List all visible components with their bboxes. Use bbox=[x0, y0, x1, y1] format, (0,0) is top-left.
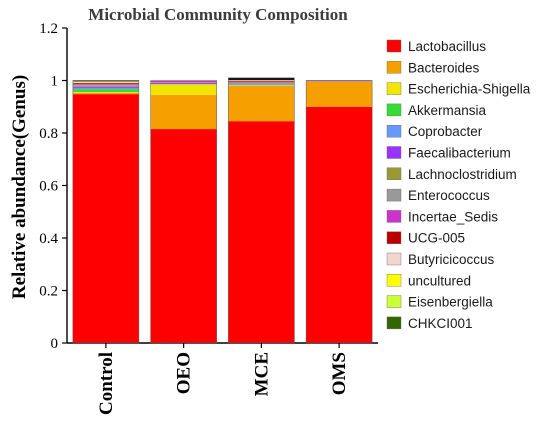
bar-segment-faecalibacterium-control bbox=[73, 87, 139, 88]
legend-swatch bbox=[387, 40, 401, 52]
legend-label: Enterococcus bbox=[408, 188, 490, 203]
bar-segment-coprobacter-control bbox=[73, 88, 139, 90]
legend-label: Coprobacter bbox=[408, 124, 483, 139]
legend-label: Akkermansia bbox=[408, 103, 487, 118]
bar-segment-bacteroides-control bbox=[73, 93, 139, 94]
y-axis-label: Relative abundance(Genus) bbox=[9, 75, 30, 299]
bar-segment-faecalibacterium-mce bbox=[228, 84, 294, 85]
legend-label: CHKCI001 bbox=[408, 316, 473, 331]
bar-segment-escherichia-shigella-control bbox=[73, 92, 139, 93]
legend-swatch bbox=[387, 253, 401, 265]
legend-swatch bbox=[387, 274, 401, 286]
legend-label: Lachnoclostridium bbox=[408, 167, 517, 182]
legend-label: Eisenbergiella bbox=[408, 295, 493, 310]
y-tick-label: 1 bbox=[51, 74, 59, 90]
legend-label: Lactobacillus bbox=[408, 39, 486, 54]
y-tick-label: 0.6 bbox=[39, 179, 58, 195]
y-tick-label: 0.8 bbox=[39, 126, 58, 142]
plot-area: 0 0.2 0.4 0.6 0.8 1 1.2 Control OEO MCE OMS bbox=[39, 21, 378, 415]
bar-segment-coprobacter-mce bbox=[228, 84, 294, 85]
bar-segment-lachnoclostridium-mce bbox=[228, 83, 294, 84]
bar-segment-other-mce bbox=[228, 78, 294, 80]
legend-swatch bbox=[387, 189, 401, 201]
legend-label: Butyricicoccus bbox=[408, 252, 495, 267]
legend-label: Faecalibacterium bbox=[408, 146, 511, 161]
legend-swatch bbox=[387, 210, 401, 222]
legend-swatch bbox=[387, 61, 401, 73]
legend-label: uncultured bbox=[408, 273, 471, 288]
bar-segment-akkermansia-control bbox=[73, 89, 139, 92]
bar-segment-lactobacillus-oeo bbox=[151, 129, 217, 343]
legend-swatch bbox=[387, 83, 401, 95]
bar-segment-faecalibacterium-oeo bbox=[151, 83, 217, 84]
bar-segment-escherichia-shigella-mce bbox=[228, 85, 294, 86]
bar-segment-lactobacillus-control bbox=[73, 94, 139, 343]
legend: Lactobacillus Bacteroides Escherichia-Shig… bbox=[387, 39, 531, 331]
legend-swatch bbox=[387, 147, 401, 159]
x-tick-label: OEO bbox=[174, 352, 195, 394]
legend-swatch bbox=[387, 104, 401, 116]
bar-segment-bacteroides-mce bbox=[228, 86, 294, 121]
bar-segment-incertae-sedis-oeo bbox=[151, 81, 217, 82]
chart-title: Microbial Community Composition bbox=[88, 5, 348, 24]
bar-segment-incertae-sedis-mce bbox=[228, 82, 294, 83]
legend-swatch bbox=[387, 296, 401, 308]
legend-label: Escherichia-Shigella bbox=[408, 82, 531, 97]
bar-segment-bacteroides-oeo bbox=[151, 95, 217, 129]
legend-swatch bbox=[387, 317, 401, 329]
legend-label: Incertae_Sedis bbox=[408, 209, 498, 224]
legend-label: UCG-005 bbox=[408, 231, 465, 246]
bar-segment-ucg-005-mce bbox=[228, 81, 294, 82]
bar-segment-lactobacillus-oms bbox=[306, 107, 372, 343]
y-tick-label: 0 bbox=[51, 336, 59, 352]
legend-swatch bbox=[387, 232, 401, 244]
legend-swatch bbox=[387, 168, 401, 180]
bar-segment-lactobacillus-mce bbox=[228, 121, 294, 343]
legend-label: Bacteroides bbox=[408, 60, 480, 75]
bar-segment-uncultured-control bbox=[73, 82, 139, 83]
bar-segment-escherichia-shigella-oeo bbox=[151, 84, 217, 95]
x-tick-label: Control bbox=[96, 352, 117, 415]
bar-segment-lachnoclostridium-control bbox=[73, 86, 139, 87]
bar-segment-enterococcus-mce bbox=[228, 82, 294, 83]
bar-segment-incertae-sedis-control bbox=[73, 84, 139, 85]
bar-segment-butyricicoccus-control bbox=[73, 82, 139, 83]
bar-segment-enterococcus-control bbox=[73, 85, 139, 86]
x-tick-label: MCE bbox=[251, 352, 272, 396]
bar-segment-bacteroides-oms bbox=[306, 82, 372, 107]
x-tick-label: OMS bbox=[329, 352, 350, 395]
y-tick-label: 0.2 bbox=[39, 284, 58, 300]
legend-swatch bbox=[387, 125, 401, 137]
y-tick-label: 1.2 bbox=[39, 21, 58, 37]
bar-segment-ucg-005-control bbox=[73, 83, 139, 84]
y-tick-label: 0.4 bbox=[39, 231, 58, 247]
